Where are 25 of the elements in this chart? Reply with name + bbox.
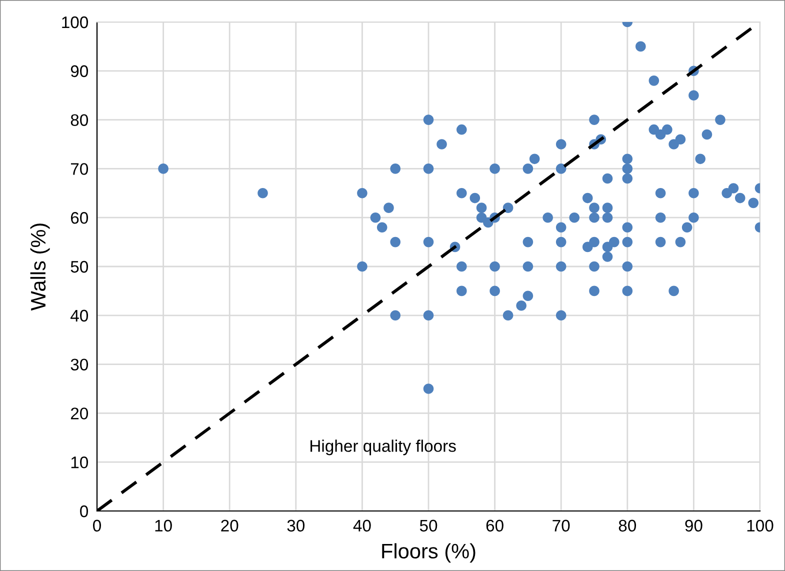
x-tick-label: 60 bbox=[486, 520, 504, 532]
x-tick-label: 10 bbox=[155, 520, 172, 532]
x-tick-label: 70 bbox=[552, 520, 570, 532]
x-tick-label: 90 bbox=[685, 520, 702, 532]
y-tick-label: 20 bbox=[70, 408, 88, 420]
x-tick-label: 50 bbox=[420, 520, 438, 532]
annotation: Higher quality floors bbox=[310, 440, 456, 456]
x-tick-label: 30 bbox=[287, 520, 305, 532]
y-axis-title: Walls (%) bbox=[30, 224, 50, 311]
y-tick-label: 100 bbox=[62, 16, 88, 28]
y-tick-label: 50 bbox=[70, 260, 88, 273]
y-tick-label: 30 bbox=[70, 358, 88, 371]
y-tick-label: 90 bbox=[70, 65, 88, 78]
y-tick-label: 60 bbox=[70, 212, 88, 224]
y-tick-label: 70 bbox=[70, 163, 88, 175]
x-tick-label: 80 bbox=[618, 520, 636, 532]
y-tick-label: 40 bbox=[70, 310, 88, 322]
x-tick-label: 40 bbox=[353, 520, 371, 532]
y-tick-label: 80 bbox=[70, 114, 88, 126]
y-tick-label: 0 bbox=[80, 505, 88, 518]
x-axis-title: Floors (%) bbox=[382, 543, 476, 563]
x-tick-label: 20 bbox=[221, 520, 238, 532]
x-tick-label: 100 bbox=[747, 520, 774, 532]
x-tick-label: 0 bbox=[93, 520, 101, 532]
y-tick-label: 10 bbox=[71, 456, 88, 468]
